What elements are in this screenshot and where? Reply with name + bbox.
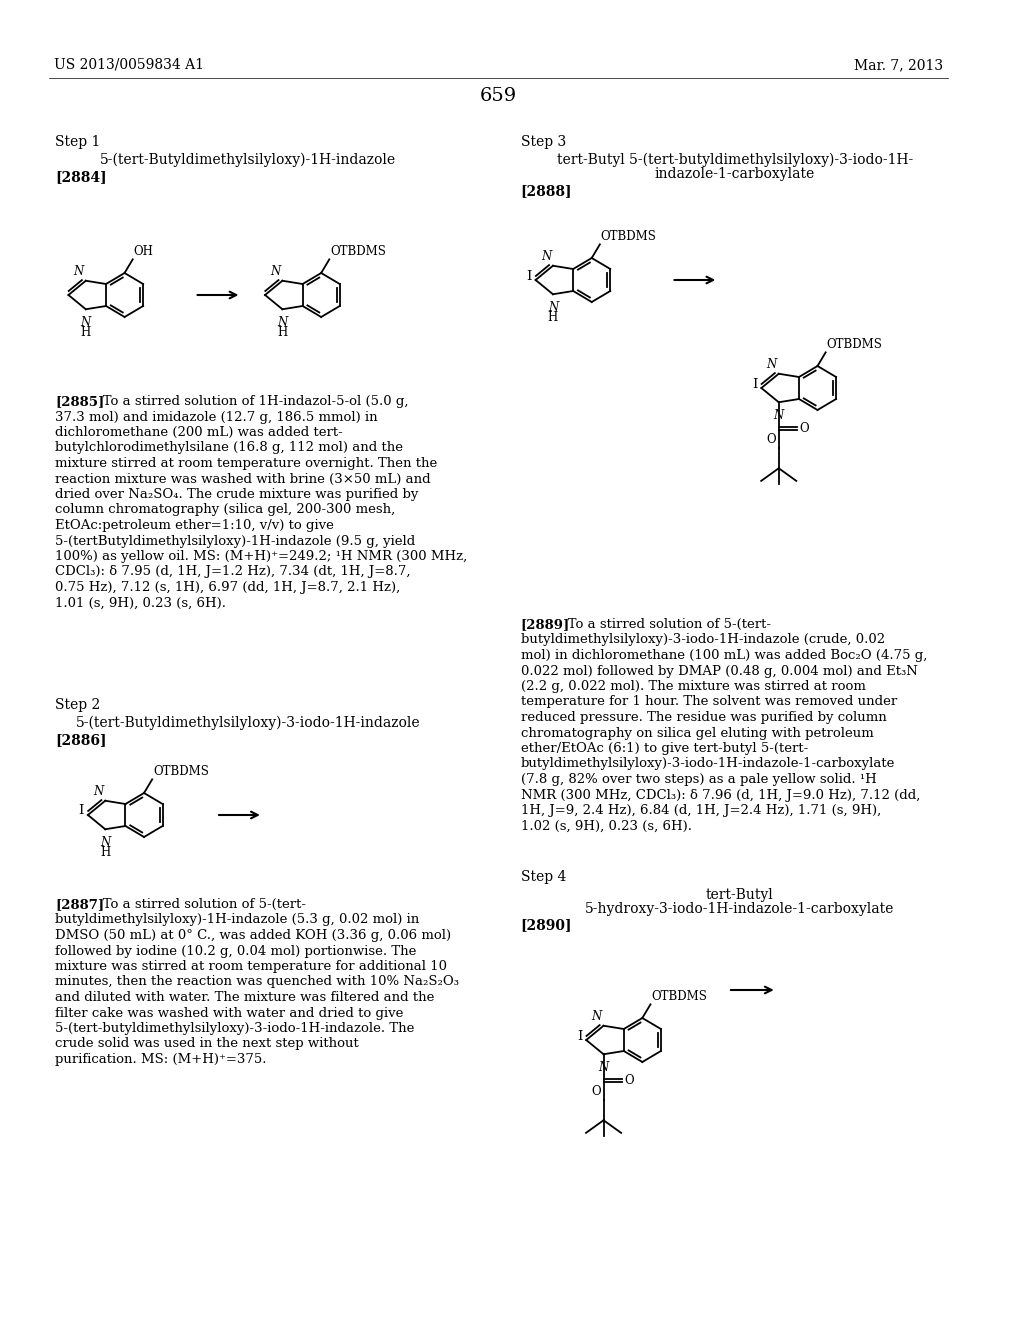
Text: reaction mixture was washed with brine (3×50 mL) and: reaction mixture was washed with brine (… xyxy=(55,473,431,486)
Text: followed by iodine (10.2 g, 0.04 mol) portionwise. The: followed by iodine (10.2 g, 0.04 mol) po… xyxy=(55,945,417,957)
Text: N: N xyxy=(93,785,103,797)
Text: and diluted with water. The mixture was filtered and the: and diluted with water. The mixture was … xyxy=(55,991,435,1005)
Text: butyldimethylsilyloxy)-1H-indazole (5.3 g, 0.02 mol) in: butyldimethylsilyloxy)-1H-indazole (5.3 … xyxy=(55,913,420,927)
Text: OTBDMS: OTBDMS xyxy=(651,990,708,1003)
Text: 100%) as yellow oil. MS: (M+H)⁺=249.2; ¹H NMR (300 MHz,: 100%) as yellow oil. MS: (M+H)⁺=249.2; ¹… xyxy=(55,550,468,564)
Text: OTBDMS: OTBDMS xyxy=(826,338,883,351)
Text: [2885]: [2885] xyxy=(55,395,104,408)
Text: EtOAc:petroleum ether=1:10, v/v) to give: EtOAc:petroleum ether=1:10, v/v) to give xyxy=(55,519,335,532)
Text: dried over Na₂SO₄. The crude mixture was purified by: dried over Na₂SO₄. The crude mixture was… xyxy=(55,488,419,502)
Text: N: N xyxy=(74,265,84,277)
Text: column chromatography (silica gel, 200-300 mesh,: column chromatography (silica gel, 200-3… xyxy=(55,503,395,516)
Text: N: N xyxy=(278,317,288,329)
Text: I: I xyxy=(753,378,758,391)
Text: Step 1: Step 1 xyxy=(55,135,100,149)
Text: N: N xyxy=(548,301,558,314)
Text: O: O xyxy=(625,1074,634,1088)
Text: 1.02 (s, 9H), 0.23 (s, 6H).: 1.02 (s, 9H), 0.23 (s, 6H). xyxy=(520,820,691,833)
Text: N: N xyxy=(541,249,551,263)
Text: O: O xyxy=(800,422,810,436)
Text: mixture stirred at room temperature overnight. Then the: mixture stirred at room temperature over… xyxy=(55,457,437,470)
Text: To a stirred solution of 5-(tert-: To a stirred solution of 5-(tert- xyxy=(90,898,305,911)
Text: [2886]: [2886] xyxy=(55,733,106,747)
Text: (7.8 g, 82% over two steps) as a pale yellow solid. ¹H: (7.8 g, 82% over two steps) as a pale ye… xyxy=(520,774,877,785)
Text: 0.75 Hz), 7.12 (s, 1H), 6.97 (dd, 1H, J=8.7, 2.1 Hz),: 0.75 Hz), 7.12 (s, 1H), 6.97 (dd, 1H, J=… xyxy=(55,581,400,594)
Text: 1H, J=9, 2.4 Hz), 6.84 (d, 1H, J=2.4 Hz), 1.71 (s, 9H),: 1H, J=9, 2.4 Hz), 6.84 (d, 1H, J=2.4 Hz)… xyxy=(520,804,881,817)
Text: minutes, then the reaction was quenched with 10% Na₂S₂O₃: minutes, then the reaction was quenched … xyxy=(55,975,460,989)
Text: 5-(tert-butyldimethylsilyloxy)-3-iodo-1H-indazole. The: 5-(tert-butyldimethylsilyloxy)-3-iodo-1H… xyxy=(55,1022,415,1035)
Text: DMSO (50 mL) at 0° C., was added KOH (3.36 g, 0.06 mol): DMSO (50 mL) at 0° C., was added KOH (3.… xyxy=(55,929,452,942)
Text: indazole-1-carboxylate: indazole-1-carboxylate xyxy=(654,168,815,181)
Text: mixture was stirred at room temperature for additional 10: mixture was stirred at room temperature … xyxy=(55,960,447,973)
Text: tert-Butyl 5-(tert-butyldimethylsilyloxy)-3-iodo-1H-: tert-Butyl 5-(tert-butyldimethylsilyloxy… xyxy=(557,153,913,168)
Text: dichloromethane (200 mL) was added tert-: dichloromethane (200 mL) was added tert- xyxy=(55,426,343,440)
Text: crude solid was used in the next step without: crude solid was used in the next step wi… xyxy=(55,1038,359,1051)
Text: N: N xyxy=(81,317,91,329)
Text: butyldimethylsilyloxy)-3-iodo-1H-indazole-1-carboxylate: butyldimethylsilyloxy)-3-iodo-1H-indazol… xyxy=(520,758,895,771)
Text: H: H xyxy=(548,312,558,325)
Text: temperature for 1 hour. The solvent was removed under: temperature for 1 hour. The solvent was … xyxy=(520,696,897,709)
Text: N: N xyxy=(100,837,111,849)
Text: Step 2: Step 2 xyxy=(55,698,100,711)
Text: [2887]: [2887] xyxy=(55,898,104,911)
Text: 37.3 mol) and imidazole (12.7 g, 186.5 mmol) in: 37.3 mol) and imidazole (12.7 g, 186.5 m… xyxy=(55,411,378,424)
Text: ether/EtOAc (6:1) to give tert-butyl 5-(tert-: ether/EtOAc (6:1) to give tert-butyl 5-(… xyxy=(520,742,808,755)
Text: mol) in dichloromethane (100 mL) was added Boc₂O (4.75 g,: mol) in dichloromethane (100 mL) was add… xyxy=(520,649,927,663)
Text: O: O xyxy=(591,1085,601,1098)
Text: NMR (300 MHz, CDCl₃): δ 7.96 (d, 1H, J=9.0 Hz), 7.12 (dd,: NMR (300 MHz, CDCl₃): δ 7.96 (d, 1H, J=9… xyxy=(520,788,920,801)
Text: CDCl₃): δ 7.95 (d, 1H, J=1.2 Hz), 7.34 (dt, 1H, J=8.7,: CDCl₃): δ 7.95 (d, 1H, J=1.2 Hz), 7.34 (… xyxy=(55,565,411,578)
Text: OTBDMS: OTBDMS xyxy=(154,766,209,779)
Text: filter cake was washed with water and dried to give: filter cake was washed with water and dr… xyxy=(55,1006,403,1019)
Text: butylchlorodimethylsilane (16.8 g, 112 mol) and the: butylchlorodimethylsilane (16.8 g, 112 m… xyxy=(55,441,403,454)
Text: 5-(tert-Butyldimethylsilyloxy)-1H-indazole: 5-(tert-Butyldimethylsilyloxy)-1H-indazo… xyxy=(100,153,396,168)
Text: H: H xyxy=(278,326,288,339)
Text: I: I xyxy=(79,804,84,817)
Text: N: N xyxy=(270,265,281,277)
Text: To a stirred solution of 1H-indazol-5-ol (5.0 g,: To a stirred solution of 1H-indazol-5-ol… xyxy=(90,395,409,408)
Text: 0.022 mol) followed by DMAP (0.48 g, 0.004 mol) and Et₃N: 0.022 mol) followed by DMAP (0.48 g, 0.0… xyxy=(520,664,918,677)
Text: chromatography on silica gel eluting with petroleum: chromatography on silica gel eluting wit… xyxy=(520,726,873,739)
Text: H: H xyxy=(81,326,91,339)
Text: reduced pressure. The residue was purified by column: reduced pressure. The residue was purifi… xyxy=(520,711,887,723)
Text: purification. MS: (M+H)⁺=375.: purification. MS: (M+H)⁺=375. xyxy=(55,1053,267,1067)
Text: N: N xyxy=(592,1010,602,1023)
Text: 5-(tertButyldimethylsilyloxy)-1H-indazole (9.5 g, yield: 5-(tertButyldimethylsilyloxy)-1H-indazol… xyxy=(55,535,416,548)
Text: butyldimethylsilyloxy)-3-iodo-1H-indazole (crude, 0.02: butyldimethylsilyloxy)-3-iodo-1H-indazol… xyxy=(520,634,885,647)
Text: [2888]: [2888] xyxy=(520,183,572,198)
Text: OTBDMS: OTBDMS xyxy=(601,231,656,243)
Text: [2890]: [2890] xyxy=(520,917,572,932)
Text: Step 3: Step 3 xyxy=(520,135,566,149)
Text: OTBDMS: OTBDMS xyxy=(331,246,386,259)
Text: 659: 659 xyxy=(479,87,517,106)
Text: To a stirred solution of 5-(tert-: To a stirred solution of 5-(tert- xyxy=(555,618,771,631)
Text: [2884]: [2884] xyxy=(55,170,108,183)
Text: Mar. 7, 2013: Mar. 7, 2013 xyxy=(854,58,943,73)
Text: [2889]: [2889] xyxy=(520,618,570,631)
Text: tert-Butyl: tert-Butyl xyxy=(706,888,773,902)
Text: I: I xyxy=(526,269,531,282)
Text: (2.2 g, 0.022 mol). The mixture was stirred at room: (2.2 g, 0.022 mol). The mixture was stir… xyxy=(520,680,865,693)
Text: 5-(tert-Butyldimethylsilyloxy)-3-iodo-1H-indazole: 5-(tert-Butyldimethylsilyloxy)-3-iodo-1H… xyxy=(76,715,421,730)
Text: 5-hydroxy-3-iodo-1H-indazole-1-carboxylate: 5-hydroxy-3-iodo-1H-indazole-1-carboxyla… xyxy=(585,902,894,916)
Text: Step 4: Step 4 xyxy=(520,870,566,884)
Text: US 2013/0059834 A1: US 2013/0059834 A1 xyxy=(53,58,204,73)
Text: I: I xyxy=(577,1030,583,1043)
Text: N: N xyxy=(598,1061,608,1074)
Text: 1.01 (s, 9H), 0.23 (s, 6H).: 1.01 (s, 9H), 0.23 (s, 6H). xyxy=(55,597,226,610)
Text: O: O xyxy=(766,433,776,446)
Text: N: N xyxy=(767,358,777,371)
Text: H: H xyxy=(100,846,111,859)
Text: N: N xyxy=(773,409,783,422)
Text: OH: OH xyxy=(134,246,154,259)
